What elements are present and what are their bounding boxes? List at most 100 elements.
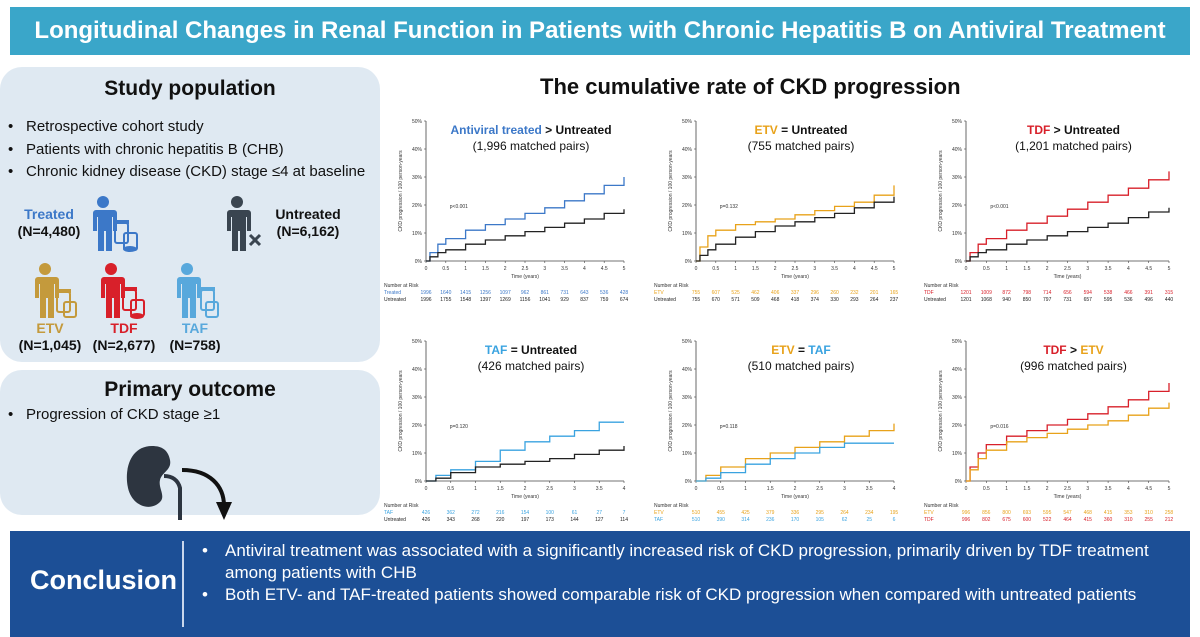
risk-table-title: Number at Risk: [384, 503, 419, 509]
risk-value: 522: [1043, 517, 1052, 523]
x-tick-label: 4: [1127, 266, 1130, 272]
risk-value: 643: [580, 290, 589, 296]
risk-value: 237: [890, 297, 899, 303]
risk-value: 731: [1063, 297, 1072, 303]
conclusion-label: Conclusion: [30, 565, 177, 595]
treated-count: (N=4,480): [17, 223, 81, 239]
y-axis-label: CKD progression / 100 person-years: [938, 370, 944, 452]
treated-label: Treated: [24, 206, 74, 222]
risk-value: 1201: [960, 297, 971, 303]
risk-value: 536: [1124, 297, 1133, 303]
chart-title: Antiviral treated > Untreated: [450, 123, 611, 137]
risk-value: 232: [850, 290, 859, 296]
risk-value: 547: [1063, 510, 1072, 516]
km-chart-taf-vs-untreated: 0% 10% 20% 30% 40% 50% 0 0.5 1 1.5 2 2.5 3 3.5 4 Time (…: [384, 339, 628, 523]
chart-subtitle: (755 matched pairs): [748, 139, 855, 153]
y-tick-label: 40%: [412, 147, 423, 153]
risk-value: 415: [1084, 517, 1093, 523]
risk-value: 62: [842, 517, 848, 523]
x-tick-label: 3.5: [561, 266, 568, 272]
y-tick-label: 30%: [412, 395, 423, 401]
risk-value: 127: [595, 517, 604, 523]
x-tick-label: 2: [794, 486, 797, 492]
chart-title-right: Untreated: [1064, 123, 1120, 137]
y-tick-label: 50%: [952, 119, 963, 125]
km-chart-tdf-vs-untreated: 0% 10% 20% 30% 40% 50% 0 0.5 1 1.5 2 2.5 3 3.5 4 4.5 5 Ti…: [924, 119, 1173, 303]
risk-value: 755: [692, 290, 701, 296]
x-tick-label: 2.5: [792, 266, 799, 272]
y-tick-label: 50%: [412, 339, 423, 345]
risk-value: 173: [546, 517, 555, 523]
y-axis-label: CKD progression / 100 person-years: [938, 150, 944, 232]
risk-value: 468: [1084, 510, 1093, 516]
risk-value: 607: [712, 290, 721, 296]
y-tick-label: 50%: [682, 119, 693, 125]
risk-value: 255: [1145, 517, 1154, 523]
p-value-label: p=0.132: [720, 204, 738, 210]
risk-value: 165: [890, 290, 899, 296]
risk-value: 1097: [500, 290, 511, 296]
risk-value: 216: [496, 510, 505, 516]
risk-row-label: Untreated: [654, 297, 676, 303]
series-line-taf: [696, 442, 894, 482]
x-tick-label: 4: [1127, 486, 1130, 492]
x-tick-label: 0: [695, 266, 698, 272]
risk-value: 600: [1023, 517, 1032, 523]
p-value-label: p<0.001: [990, 204, 1008, 210]
charts-title: The cumulative rate of CKD progression: [540, 74, 961, 99]
risk-value: 1415: [460, 290, 471, 296]
study-population-panel: Study population Retrospective cohort st…: [0, 67, 380, 362]
y-tick-label: 10%: [682, 231, 693, 237]
x-tick-label: 2: [524, 486, 527, 492]
risk-value: 374: [811, 297, 820, 303]
x-tick-label: 0.5: [983, 266, 990, 272]
risk-value: 1996: [420, 290, 431, 296]
risk-value: 674: [620, 297, 629, 303]
study-bullet: Chronic kidney disease (CKD) stage ≤4 at…: [8, 161, 365, 184]
risk-row-label: Untreated: [384, 517, 406, 523]
risk-value: 462: [751, 290, 760, 296]
risk-value: 1755: [440, 297, 451, 303]
y-tick-label: 0%: [685, 259, 693, 265]
risk-value: 693: [1023, 510, 1032, 516]
y-tick-label: 20%: [412, 423, 423, 429]
series-line-untreated: [426, 209, 625, 262]
x-tick-label: 2.5: [1064, 266, 1071, 272]
y-tick-label: 0%: [955, 479, 963, 485]
chart-title-operator: =: [507, 343, 521, 357]
y-axis-label: CKD progression / 100 person-years: [668, 150, 674, 232]
risk-value: 353: [1124, 510, 1133, 516]
risk-value: 234: [865, 510, 874, 516]
x-tick-label: 2: [1046, 266, 1049, 272]
chart-subtitle: (996 matched pairs): [1020, 359, 1127, 373]
series-line-untreated: [966, 207, 1170, 262]
x-tick-label: 2: [774, 266, 777, 272]
etv-count: (N=1,045): [18, 337, 82, 353]
risk-value: 7: [623, 510, 626, 516]
risk-value: 268: [471, 517, 480, 523]
x-tick-label: 3.5: [866, 486, 873, 492]
series-line-tdf: [966, 383, 1170, 482]
y-tick-label: 40%: [682, 367, 693, 373]
risk-value: 336: [791, 510, 800, 516]
tdf-count: (N=2,677): [92, 337, 156, 353]
y-tick-label: 10%: [412, 451, 423, 457]
x-axis-label: Time (years): [511, 274, 539, 280]
chart-title-left: ETV: [754, 123, 777, 137]
x-tick-label: 4.5: [871, 266, 878, 272]
chart-title-left: Antiviral treated: [450, 123, 541, 137]
page-title: Longitudinal Changes in Renal Function i…: [34, 17, 1166, 44]
study-bullet: Retrospective cohort study: [8, 116, 365, 139]
y-tick-label: 10%: [412, 231, 423, 237]
chart-title-right: Untreated: [556, 123, 612, 137]
risk-value: 856: [982, 510, 991, 516]
x-tick-label: 0: [425, 266, 428, 272]
risk-value: 496: [1145, 297, 1154, 303]
x-tick-label: 0: [965, 266, 968, 272]
y-tick-label: 30%: [952, 395, 963, 401]
risk-value: 1156: [520, 297, 531, 303]
chart-title-operator: >: [1067, 343, 1081, 357]
x-tick-label: 0: [425, 486, 428, 492]
risk-value: 714: [1043, 290, 1052, 296]
risk-value: 154: [521, 510, 530, 516]
